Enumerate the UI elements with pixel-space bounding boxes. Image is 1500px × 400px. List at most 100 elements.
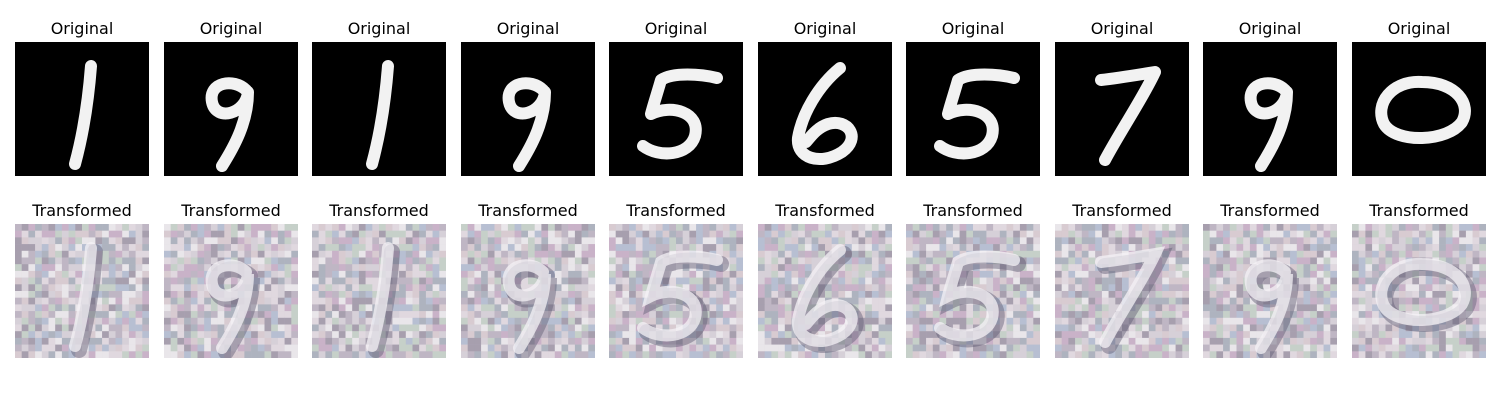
noise-pixel: [973, 317, 980, 325]
noise-pixel: [1465, 311, 1473, 318]
noise-pixel: [689, 284, 697, 292]
noise-pixel: [48, 270, 56, 278]
noise-pixel: [541, 237, 549, 245]
noise-pixel: [1472, 270, 1480, 278]
noise-pixel: [791, 244, 799, 251]
noise-pixel: [926, 284, 933, 292]
noise-pixel: [615, 277, 623, 285]
noise-pixel: [352, 324, 360, 332]
noise-pixel: [932, 270, 940, 278]
noise-pixel: [1155, 331, 1163, 339]
noise-pixel: [736, 324, 743, 332]
noise-pixel: [845, 237, 852, 245]
noise-pixel: [1162, 277, 1170, 285]
noise-pixel: [184, 297, 191, 305]
noise-pixel: [481, 344, 488, 352]
noise-pixel: [1128, 230, 1136, 238]
noise-pixel: [1013, 284, 1021, 292]
noise-pixel: [1148, 337, 1156, 345]
noise-pixel: [318, 344, 326, 352]
noise-pixel: [1236, 237, 1244, 245]
noise-pixel: [1270, 297, 1277, 305]
noise-pixel: [1365, 337, 1373, 345]
noise-pixel: [784, 324, 792, 332]
noise-pixel: [184, 351, 191, 358]
noise-pixel: [365, 284, 373, 292]
noise-pixel: [1365, 297, 1373, 305]
noise-pixel: [419, 264, 427, 272]
noise-pixel: [1296, 250, 1304, 258]
noise-pixel: [257, 250, 265, 258]
noise-pixel: [1203, 331, 1210, 339]
noise-pixel: [906, 230, 913, 238]
noise-pixel: [1432, 270, 1440, 278]
noise-pixel: [264, 270, 272, 278]
noise-pixel: [709, 284, 717, 292]
noise-pixel: [811, 264, 819, 272]
noise-pixel: [135, 244, 143, 251]
noise-pixel: [291, 224, 298, 231]
noise-pixel: [88, 230, 96, 238]
noise-pixel: [622, 344, 630, 352]
noise-pixel: [1439, 270, 1446, 278]
noise-pixel: [1019, 337, 1027, 345]
noise-pixel: [1026, 311, 1034, 318]
noise-pixel: [952, 297, 960, 305]
noise-pixel: [55, 317, 63, 325]
noise-pixel: [716, 297, 724, 305]
noise-pixel: [318, 331, 326, 339]
noise-pixel: [204, 257, 212, 265]
noise-pixel: [548, 230, 555, 238]
noise-pixel: [461, 344, 468, 352]
noise-pixel: [778, 297, 785, 305]
noise-pixel: [1182, 264, 1189, 272]
noise-pixel: [1352, 324, 1359, 332]
noise-pixel: [1412, 304, 1420, 312]
noise-pixel: [1283, 324, 1291, 332]
noise-pixel: [88, 331, 96, 339]
noise-pixel: [1372, 237, 1379, 245]
digit-stroke: [1375, 75, 1471, 144]
noise-pixel: [251, 237, 258, 245]
noise-pixel: [82, 344, 89, 352]
noise-pixel: [1330, 351, 1337, 358]
noise-pixel: [197, 224, 205, 231]
noise-pixel: [1026, 337, 1034, 345]
noise-pixel: [15, 351, 22, 358]
noise-pixel: [615, 304, 623, 312]
noise-pixel: [1019, 351, 1027, 358]
noise-pixel: [784, 250, 792, 258]
noise-pixel: [432, 324, 440, 332]
noise-pixel: [405, 311, 413, 318]
noise-pixel: [912, 237, 920, 245]
noise-pixel: [1006, 284, 1014, 292]
noise-pixel: [999, 311, 1007, 318]
noise-pixel: [1372, 257, 1379, 265]
noise-pixel: [184, 230, 191, 238]
noise-pixel: [1465, 324, 1473, 332]
noise-pixel: [1405, 244, 1413, 251]
noise-pixel: [716, 337, 724, 345]
noise-pixel: [1142, 324, 1149, 332]
noise-pixel: [494, 291, 502, 298]
noise-pixel: [1296, 257, 1304, 265]
noise-pixel: [284, 230, 292, 238]
noise-pixel: [1270, 270, 1277, 278]
noise-pixel: [1229, 304, 1237, 312]
noise-pixel: [501, 224, 509, 231]
noise-pixel: [521, 270, 529, 278]
noise-pixel: [622, 304, 630, 312]
noise-pixel: [61, 317, 69, 325]
noise-pixel: [494, 270, 502, 278]
noise-pixel: [1019, 331, 1027, 339]
noise-pixel: [1452, 344, 1460, 352]
noise-pixel: [1216, 331, 1224, 339]
noise-pixel: [764, 337, 772, 345]
noise-pixel: [676, 230, 683, 238]
noise-pixel: [184, 337, 191, 345]
noise-pixel: [1270, 244, 1277, 251]
noise-pixel: [277, 230, 285, 238]
noise-pixel: [615, 291, 623, 298]
noise-pixel: [858, 277, 866, 285]
noise-pixel: [1378, 224, 1386, 231]
